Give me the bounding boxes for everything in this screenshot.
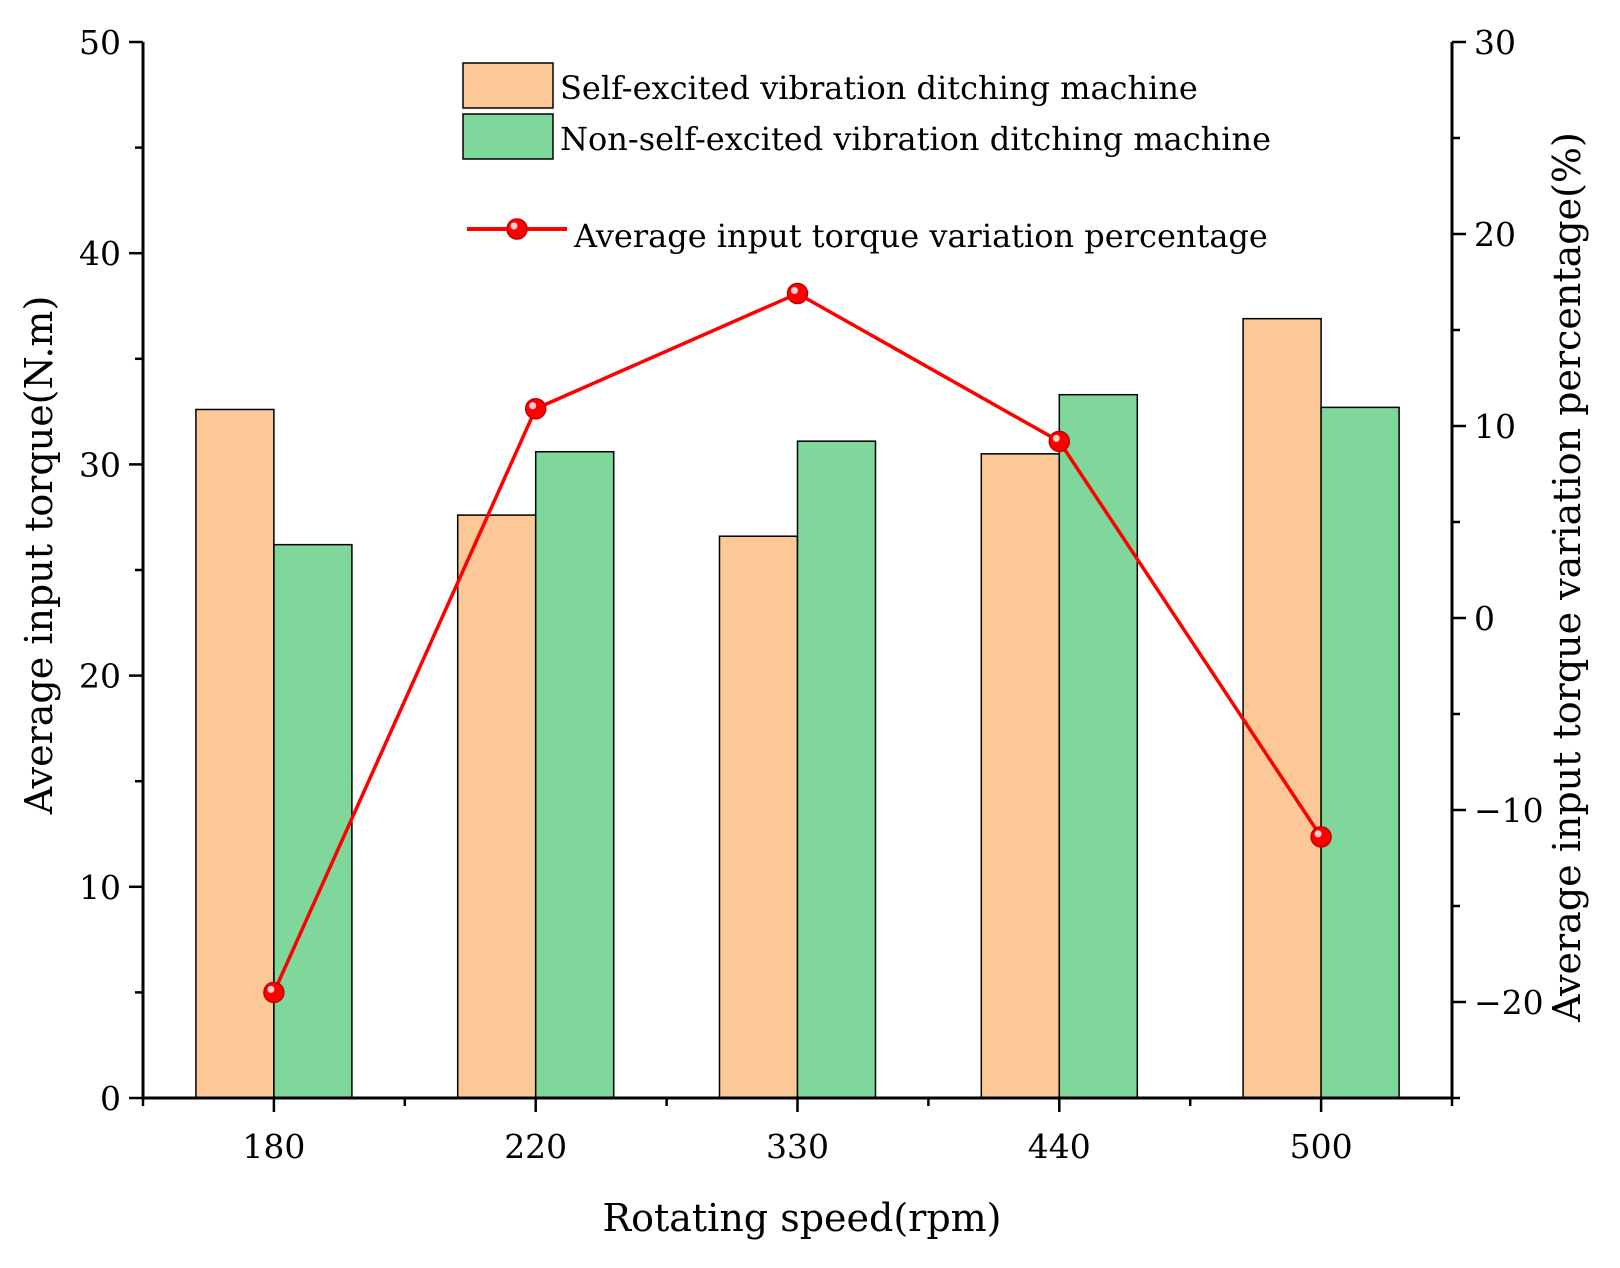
y-tick-label-20: 20 xyxy=(79,657,121,696)
variation-point-220 xyxy=(524,397,547,420)
bar-non-self-excited-180 xyxy=(273,543,353,1099)
variation-point-highlight-180 xyxy=(267,985,275,993)
bar-non-self-excited-440 xyxy=(1058,393,1139,1099)
x-tick-label-440: 440 xyxy=(1028,1127,1091,1166)
y-tick-label-30: 30 xyxy=(79,445,121,484)
bar-self-excited-330 xyxy=(718,535,799,1099)
variation-point-highlight-330 xyxy=(791,287,798,295)
x-tick-label-180: 180 xyxy=(242,1127,305,1166)
y2-axis-title: Average input torque variation percentag… xyxy=(1545,132,1589,1023)
variation-point-180 xyxy=(263,981,285,1004)
x-tick-label-500: 500 xyxy=(1290,1127,1353,1166)
bar-self-excited-180 xyxy=(195,408,275,1099)
legend-marker xyxy=(506,218,528,240)
bar-self-excited-220 xyxy=(456,514,537,1099)
line-layer xyxy=(263,282,1332,1004)
variation-point-highlight-220 xyxy=(529,402,537,410)
y-tick-label-10: 10 xyxy=(79,868,121,907)
legend-swatch-non-self-excited xyxy=(462,113,554,160)
x-tick-label-330: 330 xyxy=(766,1127,829,1166)
variation-point-highlight-500 xyxy=(1314,830,1322,838)
y2-tick-label-10: 10 xyxy=(1474,407,1516,446)
variation-point-440 xyxy=(1048,430,1071,453)
y-tick-label-0: 0 xyxy=(100,1079,121,1118)
y2-tick-label-20: 20 xyxy=(1474,215,1516,254)
bar-non-self-excited-220 xyxy=(534,450,615,1099)
legend-marker-highlight xyxy=(510,222,518,230)
bar-non-self-excited-500 xyxy=(1320,406,1400,1099)
variation-point-highlight-440 xyxy=(1052,434,1060,442)
legend-label-non-self-excited: Non-self-excited vibration ditching mach… xyxy=(560,120,1271,158)
x-axis-title: Rotating speed(rpm) xyxy=(602,1196,1001,1240)
bar-self-excited-500 xyxy=(1242,317,1322,1099)
variation-point-500 xyxy=(1310,826,1332,848)
y2-tick-label--20: −20 xyxy=(1474,983,1544,1022)
x-tick-label-220: 220 xyxy=(504,1127,567,1166)
y-axis-title: Average input torque(N.m) xyxy=(17,296,61,816)
legend-label-self-excited: Self-excited vibration ditching machine xyxy=(560,69,1198,107)
bars-layer xyxy=(195,317,1400,1099)
y2-tick-label-0: 0 xyxy=(1474,599,1495,638)
y2-tick-label--10: −10 xyxy=(1474,791,1544,830)
y2-tick-label-30: 30 xyxy=(1474,23,1516,62)
y-tick-label-40: 40 xyxy=(79,234,121,273)
legend: Self-excited vibration ditching machine … xyxy=(462,62,1271,255)
y-tick-label-50: 50 xyxy=(79,23,121,62)
ticks-layer: 0 10 20 30 40 50 −20 −10 0 10 20 30 180 220 330 440 500 xyxy=(79,23,1544,1166)
bar-non-self-excited-330 xyxy=(796,440,877,1099)
legend-swatch-self-excited xyxy=(462,62,554,109)
legend-label-variation: Average input torque variation percentag… xyxy=(573,217,1268,255)
variation-point-330 xyxy=(786,282,809,305)
bar-self-excited-440 xyxy=(980,453,1061,1099)
